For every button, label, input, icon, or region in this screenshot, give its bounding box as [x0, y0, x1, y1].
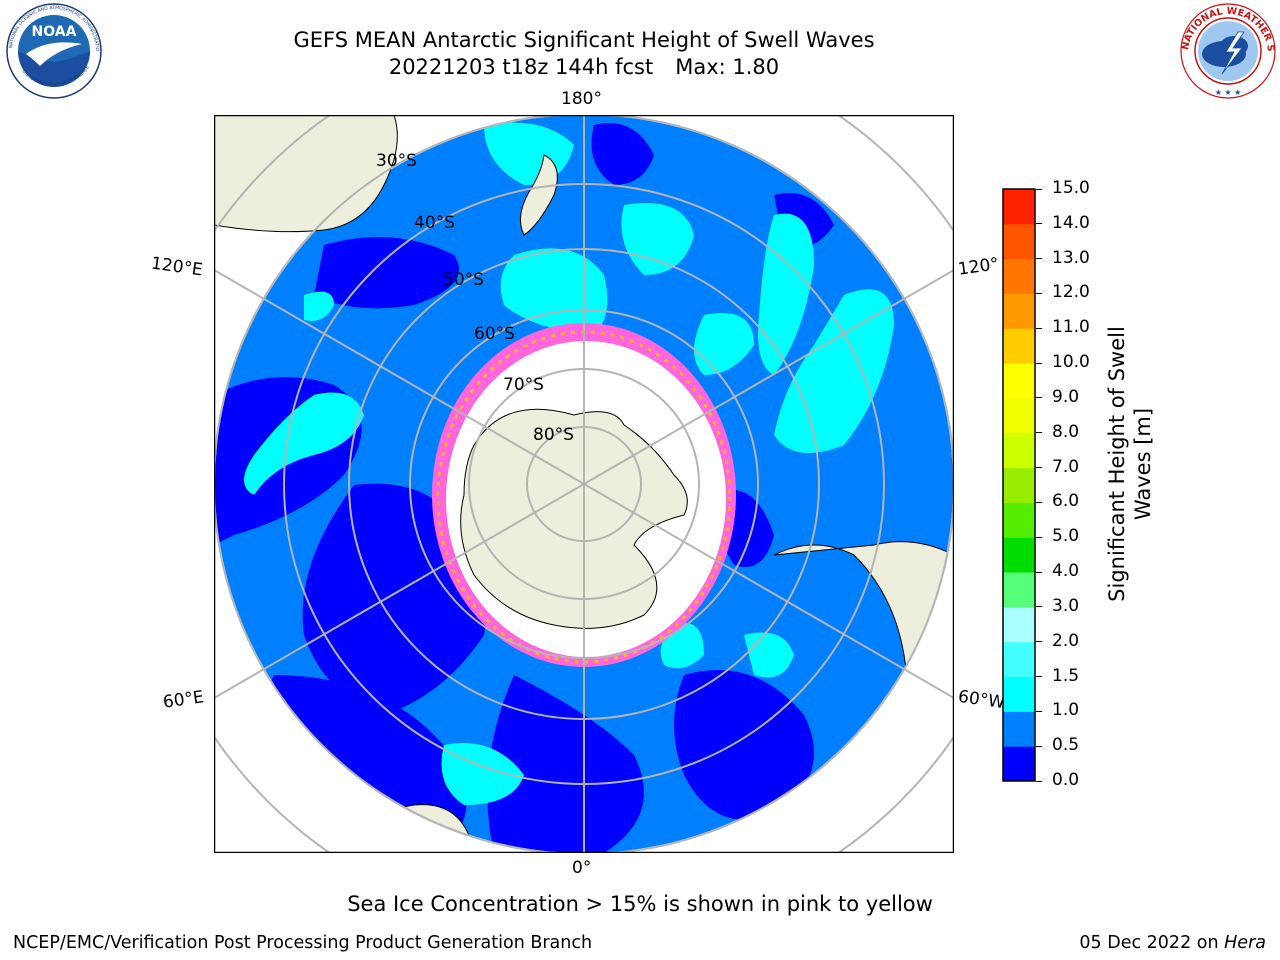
- lat-label-40s: 40°S: [414, 213, 455, 233]
- colorbar-title: Significant Height of Swell Waves [m]: [1104, 314, 1156, 614]
- map-subtitle: 20221203 t18z 144h fcst Max: 1.80: [0, 54, 1168, 80]
- colorbar-tick-mark: [1036, 467, 1042, 469]
- colorbar-tick-label: 15.0: [1052, 178, 1090, 198]
- colorbar-tick-label: 13.0: [1052, 247, 1090, 268]
- colorbar-band: [1003, 641, 1035, 678]
- colorbar-band: [1003, 223, 1035, 260]
- colorbar-tick-label: 2.0: [1052, 630, 1080, 651]
- lat-label-50s: 50°S: [443, 270, 484, 290]
- colorbar-tick-mark: [1036, 292, 1042, 294]
- colorbar-band: [1003, 537, 1035, 573]
- colorbar-band: [1003, 711, 1035, 747]
- colorbar-band: [1003, 189, 1035, 225]
- lon-label-60e: 60°E: [161, 687, 206, 713]
- lat-label-30s: 30°S: [376, 151, 417, 171]
- colorbar-band: [1003, 572, 1035, 608]
- colorbar-tick-label: 10.0: [1052, 352, 1090, 373]
- colorbar-tick-mark: [1036, 188, 1042, 190]
- colorbar-tick-mark: [1036, 501, 1042, 503]
- colorbar-band: [1003, 502, 1035, 538]
- colorbar-tick-label: 4.0: [1052, 561, 1080, 582]
- colorbar-band: [1003, 432, 1035, 469]
- colorbar-band: [1003, 467, 1035, 503]
- lon-label-0: 0°: [572, 858, 592, 878]
- colorbar-tick-label: 9.0: [1052, 386, 1080, 407]
- colorbar-tick-label: 14.0: [1052, 212, 1090, 233]
- lat-label-70s: 70°S: [503, 375, 544, 395]
- colorbar: [1002, 188, 1036, 782]
- colorbar-tick-mark: [1036, 432, 1042, 434]
- colorbar-tick-mark: [1036, 536, 1042, 538]
- colorbar-tick-label: 0.0: [1052, 770, 1080, 790]
- colorbar-tick-mark: [1036, 676, 1042, 678]
- antarctica-land: [460, 408, 688, 629]
- colorbar-band: [1003, 258, 1035, 294]
- lat-label-80s: 80°S: [533, 425, 574, 445]
- lat-label-60s: 60°S: [474, 324, 515, 344]
- colorbar-tick-label: 1.0: [1052, 700, 1080, 721]
- colorbar-band: [1003, 293, 1035, 329]
- map-title: GEFS MEAN Antarctic Significant Height o…: [293, 28, 875, 52]
- colorbar-title-line2: Waves [m]: [1131, 407, 1155, 521]
- colorbar-tick-label: 11.0: [1052, 317, 1090, 338]
- colorbar-band: [1003, 363, 1035, 399]
- swell-mid-regions: [244, 122, 894, 805]
- graticule: [214, 115, 954, 853]
- colorbar-tick-mark: [1036, 745, 1042, 747]
- colorbar-tick-mark: [1036, 571, 1042, 573]
- colorbar-tick-mark: [1036, 327, 1042, 329]
- sea-ice-caption: Sea Ice Concentration > 15% is shown in …: [347, 892, 933, 916]
- colorbar-tick-label: 6.0: [1052, 491, 1080, 512]
- colorbar-band: [1003, 328, 1035, 364]
- new-zealand-land: [519, 154, 558, 236]
- noaa-logo: NOAA NATIONAL OCEANIC AND ATMOSPHERIC AD…: [4, 2, 102, 99]
- footer-right: 05 Dec 2022 on Hera: [1079, 933, 1266, 953]
- lon-label-120w: 120°: [956, 254, 1001, 280]
- footer-date: 05 Dec 2022 on: [1079, 933, 1219, 953]
- colorbar-tick-mark: [1036, 641, 1042, 643]
- forecast-date: 20221203 t18z 144h fcst: [388, 55, 654, 79]
- footer-left: NCEP/EMC/Verification Post Processing Pr…: [13, 933, 593, 953]
- max-value: Max: 1.80: [675, 55, 780, 79]
- colorbar-tick-label: 5.0: [1052, 526, 1080, 547]
- colorbar-tick-mark: [1036, 223, 1042, 225]
- colorbar-tick-label: 3.0: [1052, 595, 1080, 616]
- colorbar-tick-mark: [1036, 258, 1042, 260]
- footer-machine: Hera: [1224, 933, 1266, 953]
- colorbar-title-line1: Significant Height of Swell: [1105, 326, 1129, 602]
- colorbar-band: [1003, 676, 1035, 712]
- lon-label-120e: 120°E: [149, 253, 204, 281]
- lon-label-180: 180°: [561, 89, 602, 109]
- colorbar-tick-label: 7.0: [1052, 456, 1080, 477]
- colorbar-tick-label: 1.5: [1052, 665, 1080, 686]
- lon-label-60w: 60°W: [956, 686, 1007, 714]
- colorbar-tick-label: 0.5: [1052, 735, 1080, 756]
- nws-logo: NATIONAL WEATHER SERVICE ★ ★ ★: [1178, 2, 1276, 99]
- colorbar-tick-mark: [1036, 397, 1042, 399]
- colorbar-tick-mark: [1036, 362, 1042, 364]
- svg-text:★ ★ ★: ★ ★ ★: [1215, 88, 1242, 97]
- colorbar-tick-mark: [1036, 710, 1042, 712]
- colorbar-band: [1003, 397, 1035, 434]
- australia-land: [214, 115, 398, 233]
- colorbar-tick-label: 12.0: [1052, 282, 1090, 303]
- colorbar-tick-label: 8.0: [1052, 421, 1080, 442]
- polar-map: [214, 115, 954, 853]
- colorbar-band: [1003, 606, 1035, 643]
- colorbar-tick-mark: [1036, 606, 1042, 608]
- colorbar-band: [1003, 746, 1035, 782]
- colorbar-tick-mark: [1036, 780, 1042, 782]
- noaa-logo-text: NOAA: [32, 24, 77, 40]
